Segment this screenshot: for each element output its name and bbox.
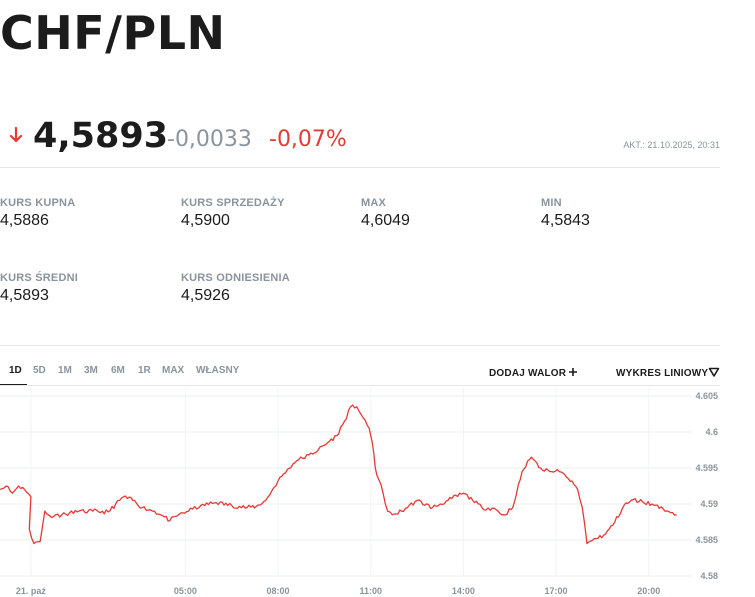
tab-max[interactable]: MAX (162, 365, 185, 376)
price-change: -0,0033 (167, 127, 252, 152)
stat-reference-rate: KURS ODNIESIENIA 4,5926 (181, 272, 290, 305)
tab-1m[interactable]: 1M (58, 365, 72, 376)
stat-label: KURS ŚREDNI (0, 272, 78, 284)
stat-label: MAX (361, 197, 387, 209)
x-tick-label: 21. paź (16, 586, 47, 596)
x-tick-label: 14:00 (452, 586, 475, 596)
stat-value: 4,5886 (0, 212, 49, 229)
y-tick-label: 4.6 (705, 427, 718, 437)
x-tick-label: 20:00 (637, 586, 660, 596)
tab-1d[interactable]: 1D (9, 365, 22, 376)
tab-6m[interactable]: 6M (111, 365, 125, 376)
stat-label: KURS SPRZEDAŻY (181, 197, 285, 209)
divider-chart (0, 385, 720, 386)
add-instrument-button[interactable]: DODAJ WALOR (489, 368, 567, 379)
tab-custom[interactable]: WŁASNY (196, 365, 240, 376)
price-series-line (0, 404, 677, 545)
y-tick-label: 4.595 (695, 463, 718, 473)
stat-value: 4,5843 (541, 212, 590, 229)
stat-value: 4,5926 (181, 287, 230, 304)
stat-label: KURS ODNIESIENIA (181, 272, 290, 284)
tab-3m[interactable]: 3M (84, 365, 98, 376)
y-tick-label: 4.605 (695, 391, 718, 401)
stat-value: 4,5900 (181, 212, 230, 229)
divider-top (0, 100, 720, 101)
x-tick-label: 17:00 (545, 586, 568, 596)
divider-stats (0, 345, 720, 346)
current-price: 4,5893 (33, 116, 169, 156)
stat-value: 4,6049 (361, 212, 410, 229)
divider-quote (0, 167, 720, 168)
stat-sell-rate: KURS SPRZEDAŻY 4,5900 (181, 197, 285, 230)
arrow-down-icon (9, 126, 23, 143)
triangle-down-icon[interactable] (708, 366, 720, 378)
x-tick-label: 05:00 (174, 586, 197, 596)
stat-label: MIN (541, 197, 562, 209)
tab-1r[interactable]: 1R (138, 365, 151, 376)
y-tick-label: 4.58 (700, 571, 718, 581)
stat-value: 4,5893 (0, 287, 49, 304)
last-updated: AKT.: 21.10.2025, 20:31 (623, 140, 720, 150)
quote-row: 4,5893 -0,0033 -0,07% AKT.: 21.10.2025, … (0, 116, 720, 160)
chart-type-dropdown[interactable]: WYKRES LINIOWY (616, 368, 709, 379)
plus-icon[interactable] (567, 366, 579, 378)
price-chart[interactable]: 4.58 4.585 4.59 4.595 4.6 4.605 21. paź 05:00 08… (0, 386, 720, 597)
stat-label: KURS KUPNA (0, 197, 76, 209)
stat-average-rate: KURS ŚREDNI 4,5893 (0, 272, 78, 305)
x-tick-label: 08:00 (267, 586, 290, 596)
price-change-percent: -0,07% (269, 127, 347, 152)
stat-max: MAX 4,6049 (361, 197, 410, 230)
y-tick-label: 4.59 (700, 499, 718, 509)
y-tick-label: 4.585 (695, 535, 718, 545)
stat-min: MIN 4,5843 (541, 197, 590, 230)
tab-5d[interactable]: 5D (33, 365, 46, 376)
page-title: CHF/PLN (0, 6, 226, 60)
stat-buy-rate: KURS KUPNA 4,5886 (0, 197, 75, 230)
x-tick-label: 11:00 (359, 586, 382, 596)
